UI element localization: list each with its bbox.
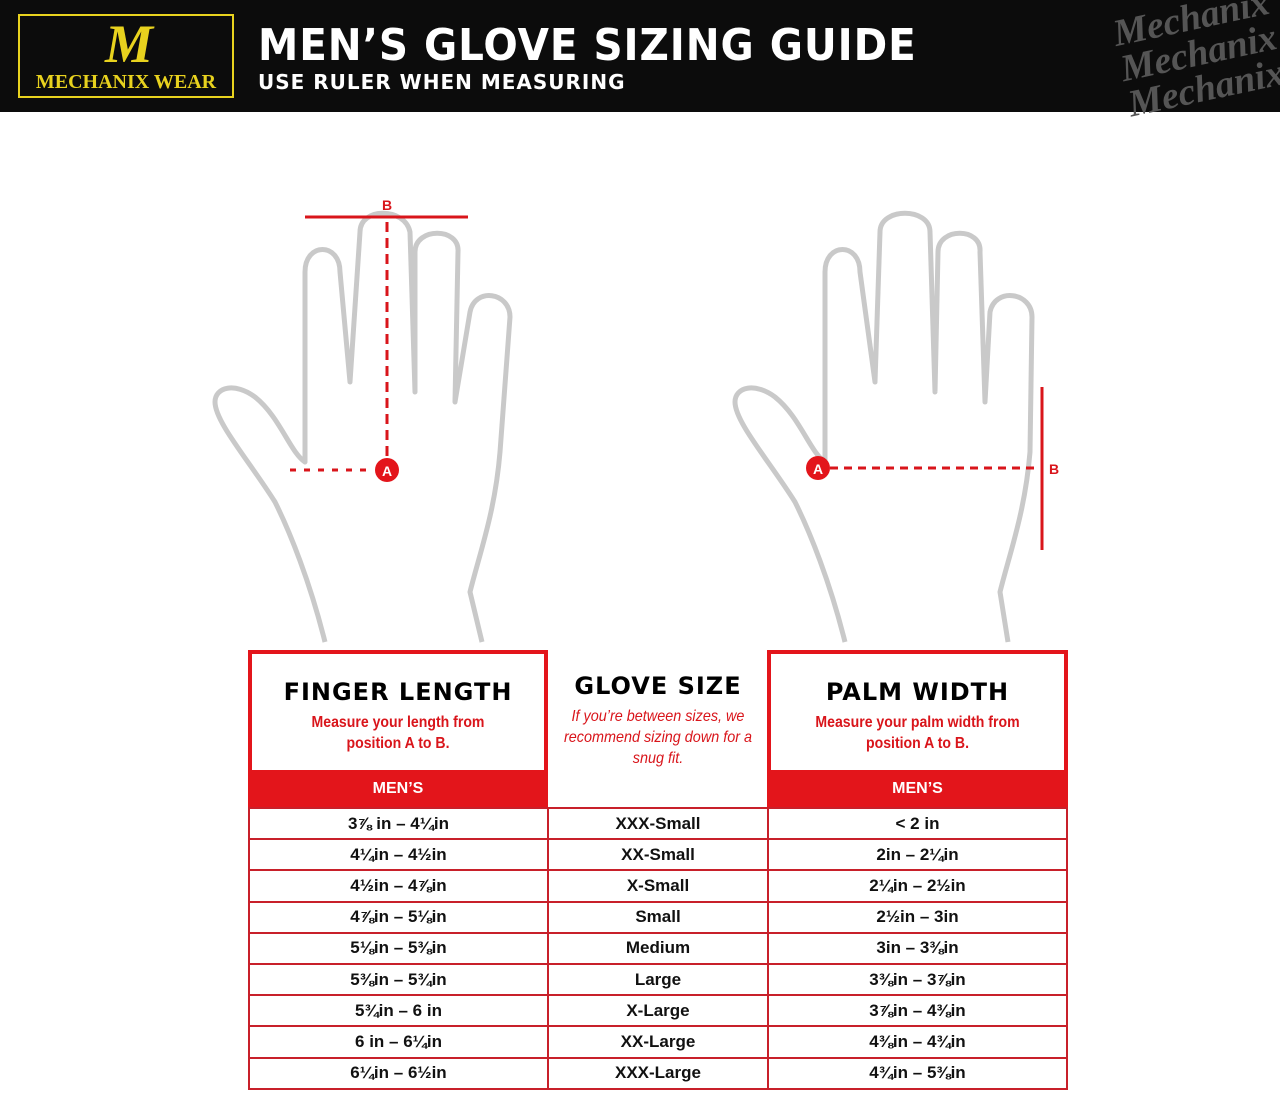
finger-column-header: MEN’S (248, 770, 548, 808)
palm-hand-illustration (732, 210, 1035, 643)
finger-length-cell: 5⅜in – 5¾in (248, 962, 549, 997)
page-subtitle: USE RULER WHEN MEASURING (258, 70, 626, 94)
logo-text: MECHANIX WEAR (35, 71, 217, 93)
mechanix-logo: M MECHANIX WEAR (18, 14, 234, 98)
finger-length-cell: 5⅛in – 5⅜in (248, 931, 549, 965)
glove-size-cell: Large (547, 962, 769, 997)
watermark: Mechanix Mechanix Mechanix (1109, 0, 1280, 126)
table-row: 3⅞ in – 4¼in XXX-Small < 2 in (248, 806, 1068, 841)
palm-width-cell: 3⅜in – 3⅞in (767, 962, 1068, 997)
palm-width-cell: 2½in – 3in (767, 900, 1068, 934)
finger-label-a: A (382, 463, 392, 479)
glove-size-description: If you’re between sizes, we recommend si… (563, 708, 753, 767)
finger-length-box: FINGER LENGTH Measure your length from p… (248, 650, 548, 778)
hand-diagrams: A B A B (212, 197, 1059, 643)
palm-width-cell: 3in – 3⅜in (767, 931, 1068, 965)
palm-width-title: PALM WIDTH (825, 678, 1010, 706)
palm-width-box: PALM WIDTH Measure your palm width from … (767, 650, 1068, 778)
palm-width-description: Measure your palm width from position A … (815, 714, 1020, 752)
table-row: 6 in – 6¼in XX-Large 4⅜in – 4¾in (248, 1025, 1068, 1059)
glove-size-cell: X-Large (547, 994, 769, 1028)
glove-size-cell: XX-Small (547, 838, 769, 872)
table-row: 4⅞in – 5⅛in Small 2½in – 3in (248, 900, 1068, 934)
glove-size-header: GLOVE SIZE If you’re between sizes, we r… (548, 672, 768, 769)
finger-length-cell: 4⅞in – 5⅛in (248, 900, 549, 934)
table-row: 5¾in – 6 in X-Large 3⅞in – 4⅜in (248, 994, 1068, 1028)
table-row: 4¼in – 4½in XX-Small 2in – 2¼in (248, 838, 1068, 872)
glove-size-cell: X-Small (547, 869, 769, 903)
glove-size-cell: XXX-Large (547, 1056, 769, 1090)
finger-length-cell: 6¼in – 6½in (248, 1056, 549, 1090)
logo-mark: M (104, 14, 153, 74)
finger-label-b: B (382, 197, 392, 213)
palm-point-a (806, 456, 830, 480)
palm-label-a: A (813, 461, 823, 477)
finger-length-cell: 5¾in – 6 in (248, 994, 549, 1028)
header-banner: M MECHANIX WEAR MEN’S GLOVE SIZING GUIDE… (0, 0, 1280, 125)
palm-label-b: B (1049, 461, 1059, 477)
finger-length-cell: 3⅞ in – 4¼in (248, 806, 549, 841)
glove-size-cell: XXX-Small (547, 806, 769, 841)
finger-length-title: FINGER LENGTH (283, 678, 513, 706)
sizing-table: 3⅞ in – 4¼in XXX-Small < 2 in 4¼in – 4½in XX… (248, 806, 1068, 1090)
finger-length-description: Measure your length from position A to B… (311, 714, 485, 752)
palm-width-cell: 2¼in – 2½in (767, 869, 1068, 903)
glove-size-title: GLOVE SIZE (574, 672, 742, 700)
finger-length-cell: 4½in – 4⅞in (248, 869, 549, 903)
finger-hand-illustration (212, 210, 513, 643)
palm-width-cell: < 2 in (767, 806, 1068, 841)
finger-length-cell: 4¼in – 4½in (248, 838, 549, 872)
palm-width-cell: 4⅜in – 4¾in (767, 1025, 1068, 1059)
palm-column-header: MEN’S (767, 770, 1068, 808)
palm-width-cell: 3⅞in – 4⅜in (767, 994, 1068, 1028)
glove-size-cell: Medium (547, 931, 769, 965)
glove-size-cell: Small (547, 900, 769, 934)
table-row: 4½in – 4⅞in X-Small 2¼in – 2½in (248, 869, 1068, 903)
glove-size-cell: XX-Large (547, 1025, 769, 1059)
table-row: 6¼in – 6½in XXX-Large 4¾in – 5⅜in (248, 1056, 1068, 1090)
finger-point-a (375, 458, 399, 482)
table-row: 5⅛in – 5⅜in Medium 3in – 3⅜in (248, 931, 1068, 965)
palm-width-cell: 2in – 2¼in (767, 838, 1068, 872)
palm-width-cell: 4¾in – 5⅜in (767, 1056, 1068, 1090)
page-title: MEN’S GLOVE SIZING GUIDE (258, 20, 917, 71)
finger-length-cell: 6 in – 6¼in (248, 1025, 549, 1059)
table-row: 5⅜in – 5¾in Large 3⅜in – 3⅞in (248, 962, 1068, 997)
